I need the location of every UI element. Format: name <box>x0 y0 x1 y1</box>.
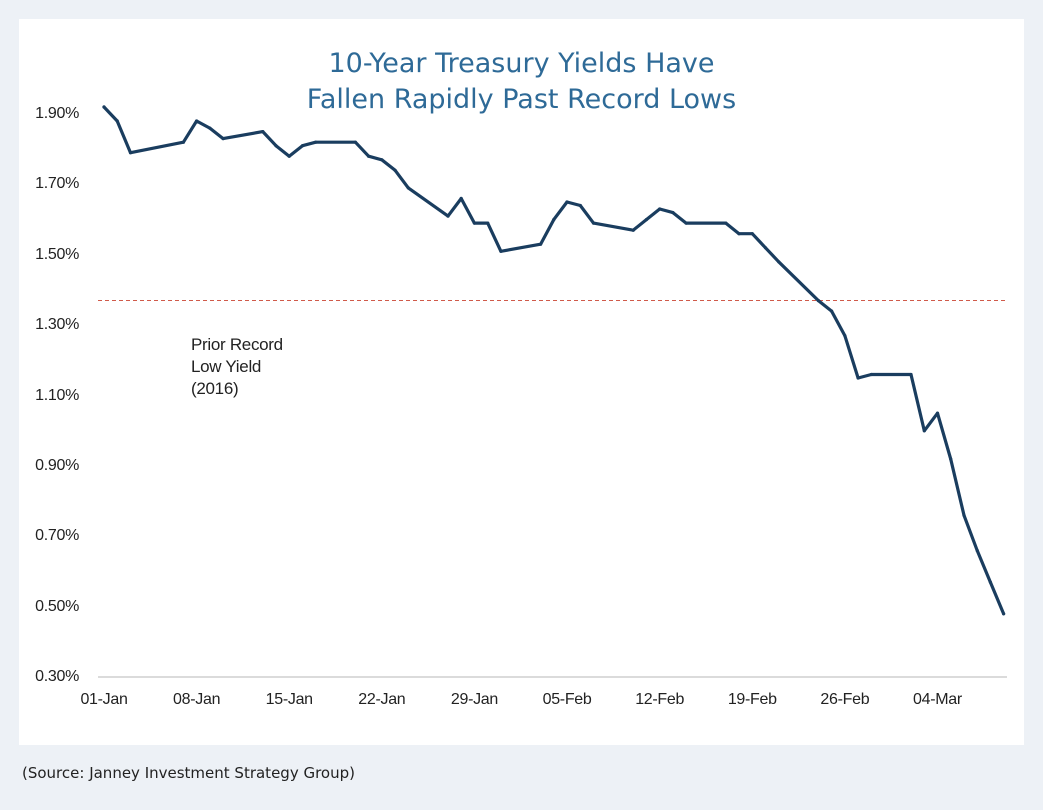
data-point <box>380 158 384 162</box>
annotation-line: Low Yield <box>191 357 262 376</box>
data-point <box>102 105 106 109</box>
annotation-line: (2016) <box>191 379 239 398</box>
x-tick-label: 19-Feb <box>727 691 777 708</box>
data-point <box>962 513 966 517</box>
data-point <box>975 548 979 553</box>
data-point <box>539 242 543 246</box>
y-tick-label: 0.90% <box>35 457 79 474</box>
data-point <box>446 214 450 218</box>
data-point <box>314 140 318 144</box>
chart-title-line-2: Fallen Rapidly Past Record Lows <box>306 84 737 115</box>
data-point <box>869 372 873 377</box>
data-point <box>684 221 688 225</box>
data-point <box>459 196 463 201</box>
data-point <box>737 232 741 236</box>
data-point <box>1002 612 1006 616</box>
data-point <box>922 429 926 433</box>
data-point <box>856 376 860 380</box>
data-point <box>221 137 225 141</box>
y-tick-label: 1.10% <box>35 386 79 404</box>
data-point <box>578 203 582 208</box>
y-tick-label: 1.50% <box>35 245 79 263</box>
data-point <box>115 119 119 123</box>
data-point <box>353 140 357 144</box>
x-tick-label: 12-Feb <box>635 691 685 708</box>
data-point <box>631 228 635 232</box>
chart-panel: 10-Year Treasury Yields Have Fallen Rapi… <box>19 19 1024 745</box>
data-point <box>724 221 728 225</box>
annotation-line: Prior Record <box>191 335 283 354</box>
data-point <box>287 154 291 158</box>
x-tick-label: 04-Mar <box>913 691 962 708</box>
data-point <box>367 154 371 158</box>
data-point <box>644 218 649 222</box>
y-tick-label: 0.30% <box>35 668 79 686</box>
data-point <box>486 221 490 225</box>
y-tick-label: 0.50% <box>35 597 79 615</box>
series-points <box>102 105 1006 616</box>
data-point <box>128 151 133 155</box>
x-tick-label: 22-Jan <box>358 691 406 708</box>
data-point <box>949 457 953 461</box>
x-tick-label: 05-Feb <box>542 691 592 708</box>
data-point <box>181 140 185 144</box>
y-tick-label: 0.70% <box>35 527 79 545</box>
data-point <box>195 119 199 123</box>
chart-plot <box>98 105 1007 678</box>
data-point <box>565 200 569 204</box>
data-point <box>909 372 913 377</box>
x-tick-label: 01-Jan <box>80 691 128 708</box>
data-point <box>763 246 768 250</box>
y-tick-label: 1.90% <box>35 105 79 122</box>
data-point <box>261 130 265 134</box>
data-point <box>750 232 754 236</box>
yield-series-line <box>102 105 1006 616</box>
data-point <box>393 168 397 172</box>
data-point <box>830 309 834 313</box>
data-point <box>499 249 503 253</box>
data-point <box>552 218 556 222</box>
data-point <box>591 221 596 225</box>
data-point <box>406 186 410 190</box>
data-point <box>671 211 675 215</box>
y-tick-label: 1.30% <box>35 316 79 334</box>
x-tick-label: 08-Jan <box>173 691 221 708</box>
x-tick-label: 26-Feb <box>820 691 870 708</box>
prior-record-annotation: Prior Record Low Yield (2016) <box>191 334 283 400</box>
source-note: (Source: Janney Investment Strategy Grou… <box>22 764 355 782</box>
data-point <box>777 260 781 264</box>
y-tick-label: 1.70% <box>35 175 79 193</box>
data-point <box>935 411 940 415</box>
data-point <box>274 144 278 148</box>
data-point <box>208 126 212 130</box>
x-tick-label: 15-Jan <box>265 691 313 708</box>
x-tick-label: 29-Jan <box>450 691 498 708</box>
chart-title-line-1: 10-Year Treasury Yields Have <box>328 48 715 79</box>
data-point <box>988 580 993 584</box>
data-point <box>816 299 821 303</box>
data-point <box>843 334 847 338</box>
data-point <box>658 207 662 211</box>
data-point <box>300 144 305 148</box>
data-point <box>472 221 476 225</box>
